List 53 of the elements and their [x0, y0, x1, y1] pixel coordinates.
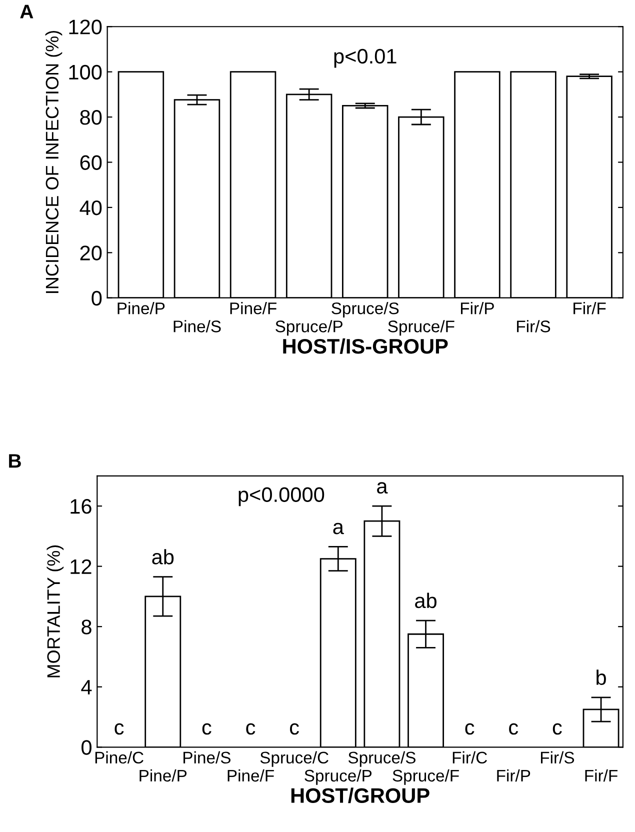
x-tick-label: Spruce/S: [332, 302, 399, 318]
x-tick-label: Pine/F: [228, 769, 274, 782]
x-tick-label: Spruce/C: [260, 751, 328, 767]
y-axis-title: MORTALITY (%): [46, 545, 64, 678]
annotation: c: [552, 723, 562, 735]
y-tick-label: 0: [82, 740, 92, 755]
x-tick-label: Fir/C: [452, 751, 487, 764]
x-tick-label: Fir/S: [517, 320, 550, 332]
annotation: a: [377, 482, 388, 494]
annotation: c: [509, 723, 518, 735]
y-tick-label: 4: [81, 680, 92, 694]
x-tick-label: Pine/F: [230, 302, 276, 314]
annotation: c: [465, 723, 474, 735]
y-tick-label: 12: [70, 559, 92, 574]
x-tick-label: Pine/P: [118, 302, 165, 314]
annotation: ab: [415, 592, 436, 608]
y-tick-label: 120: [69, 20, 102, 34]
x-tick-label: Fir/P: [460, 302, 494, 314]
annotation: b: [596, 670, 606, 685]
x-tick-label: Spruce/P: [276, 320, 342, 336]
annotation: c: [114, 723, 124, 735]
annotation: a: [333, 522, 344, 534]
annotation: p<0.01: [334, 48, 396, 68]
x-tick-label: Pine/S: [184, 751, 230, 764]
x-tick-label: Spruce/F: [388, 320, 454, 336]
annotation: c: [246, 723, 256, 735]
annotation: c: [202, 723, 212, 735]
chart-title: A: [20, 4, 34, 18]
x-tick-label: Pine/S: [174, 320, 221, 332]
y-tick-label: 0: [92, 290, 102, 306]
y-tick-label: 60: [80, 155, 102, 170]
x-tick-label: Fir/P: [497, 769, 530, 782]
annotation: p<0.0000: [238, 487, 324, 506]
y-tick-label: 80: [80, 110, 102, 125]
y-tick-label: 40: [80, 200, 102, 216]
x-tick-label: Fir/S: [540, 751, 574, 764]
annotation: c: [290, 723, 299, 735]
x-tick-label: Spruce/F: [392, 769, 459, 785]
x-tick-label: Pine/C: [95, 751, 144, 764]
y-tick-label: 100: [69, 64, 102, 80]
x-tick-label: Fir/F: [574, 302, 606, 314]
x-tick-label: Fir/F: [585, 769, 618, 782]
annotation: ab: [152, 549, 174, 564]
x-axis-title: HOST/GROUP: [291, 788, 430, 804]
x-tick-label: Spruce/S: [348, 751, 416, 767]
x-axis-title: HOST/IS-GROUP: [283, 338, 448, 354]
x-tick-label: Pine/P: [140, 769, 187, 782]
y-axis-title: INCIDENCE OF INFECTION (%): [45, 30, 62, 293]
x-tick-label: Spruce/P: [304, 769, 372, 785]
y-tick-label: 8: [82, 620, 92, 634]
y-tick-label: 20: [80, 246, 102, 260]
y-tick-label: 16: [70, 499, 92, 514]
chart-title: B: [9, 454, 21, 468]
